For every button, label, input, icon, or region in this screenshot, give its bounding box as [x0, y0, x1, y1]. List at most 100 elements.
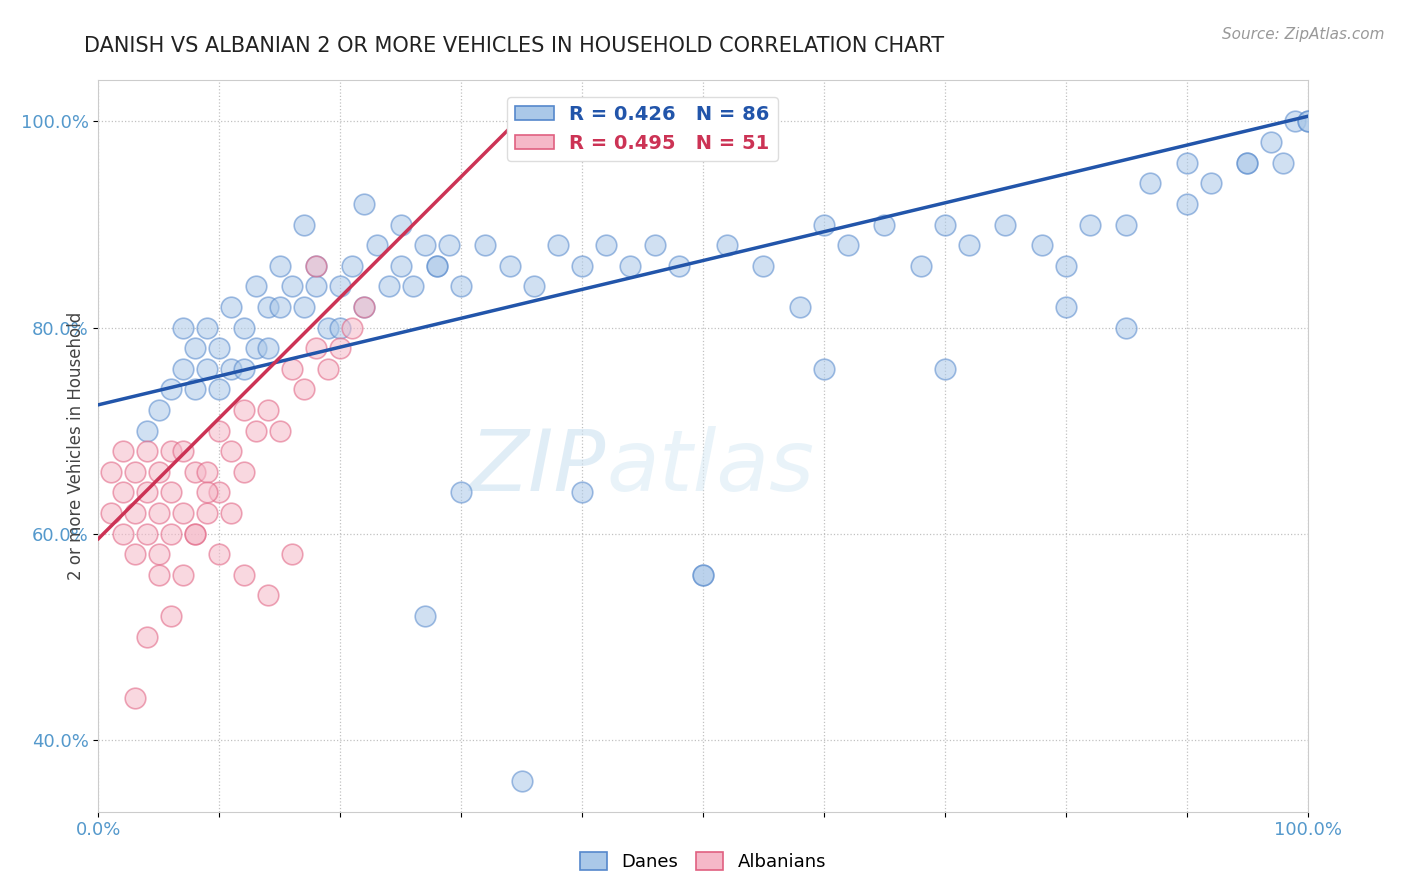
Point: [281, 547, 304, 561]
Point: [426, 259, 449, 273]
Point: [426, 259, 449, 273]
Point: [184, 526, 207, 541]
Point: [474, 238, 496, 252]
Legend: R = 0.426   N = 86, R = 0.495   N = 51: R = 0.426 N = 86, R = 0.495 N = 51: [508, 97, 778, 161]
Point: [342, 320, 364, 334]
Point: [1115, 320, 1137, 334]
Point: [305, 259, 328, 273]
Point: [232, 465, 254, 479]
Point: [571, 259, 593, 273]
Point: [100, 465, 122, 479]
Point: [316, 320, 339, 334]
Point: [644, 238, 666, 252]
Point: [184, 382, 207, 396]
Point: [571, 485, 593, 500]
Point: [1199, 176, 1222, 190]
Point: [1236, 155, 1258, 169]
Point: [813, 218, 835, 232]
Y-axis label: 2 or more Vehicles in Household: 2 or more Vehicles in Household: [66, 312, 84, 580]
Point: [305, 341, 328, 355]
Point: [329, 320, 352, 334]
Point: [172, 361, 194, 376]
Point: [195, 320, 218, 334]
Point: [111, 485, 134, 500]
Point: [389, 259, 412, 273]
Point: [1115, 218, 1137, 232]
Point: [172, 567, 194, 582]
Point: [873, 218, 896, 232]
Point: [232, 403, 254, 417]
Point: [1078, 218, 1101, 232]
Legend: Danes, Albanians: Danes, Albanians: [572, 845, 834, 879]
Point: [789, 300, 811, 314]
Point: [353, 300, 375, 314]
Point: [160, 526, 183, 541]
Point: [510, 773, 533, 788]
Point: [256, 300, 278, 314]
Text: Source: ZipAtlas.com: Source: ZipAtlas.com: [1222, 27, 1385, 42]
Point: [221, 361, 243, 376]
Point: [523, 279, 546, 293]
Point: [437, 238, 460, 252]
Point: [269, 259, 291, 273]
Point: [172, 320, 194, 334]
Point: [160, 609, 183, 624]
Point: [292, 382, 315, 396]
Point: [813, 361, 835, 376]
Point: [316, 361, 339, 376]
Point: [329, 341, 352, 355]
Point: [547, 238, 569, 252]
Point: [292, 300, 315, 314]
Text: DANISH VS ALBANIAN 2 OR MORE VEHICLES IN HOUSEHOLD CORRELATION CHART: DANISH VS ALBANIAN 2 OR MORE VEHICLES IN…: [84, 36, 945, 55]
Point: [208, 485, 231, 500]
Point: [353, 197, 375, 211]
Point: [305, 259, 328, 273]
Point: [281, 279, 304, 293]
Point: [934, 361, 956, 376]
Point: [221, 300, 243, 314]
Point: [752, 259, 775, 273]
Point: [124, 465, 146, 479]
Point: [292, 218, 315, 232]
Point: [1236, 155, 1258, 169]
Point: [148, 465, 170, 479]
Point: [135, 485, 157, 500]
Point: [160, 444, 183, 458]
Point: [668, 259, 690, 273]
Point: [184, 465, 207, 479]
Point: [184, 341, 207, 355]
Point: [413, 238, 436, 252]
Point: [366, 238, 388, 252]
Point: [1272, 155, 1295, 169]
Point: [595, 238, 617, 252]
Point: [124, 691, 146, 706]
Point: [232, 567, 254, 582]
Point: [148, 547, 170, 561]
Point: [837, 238, 859, 252]
Point: [716, 238, 738, 252]
Point: [377, 279, 399, 293]
Point: [160, 485, 183, 500]
Point: [450, 279, 472, 293]
Point: [208, 382, 231, 396]
Point: [329, 279, 352, 293]
Point: [172, 444, 194, 458]
Point: [994, 218, 1017, 232]
Point: [184, 526, 207, 541]
Point: [402, 279, 425, 293]
Point: [1175, 155, 1198, 169]
Point: [269, 300, 291, 314]
Point: [1296, 114, 1319, 128]
Point: [353, 300, 375, 314]
Point: [692, 567, 714, 582]
Point: [208, 547, 231, 561]
Point: [1031, 238, 1053, 252]
Point: [208, 424, 231, 438]
Point: [135, 630, 157, 644]
Point: [195, 506, 218, 520]
Point: [692, 567, 714, 582]
Point: [160, 382, 183, 396]
Point: [100, 506, 122, 520]
Point: [1054, 300, 1077, 314]
Point: [135, 444, 157, 458]
